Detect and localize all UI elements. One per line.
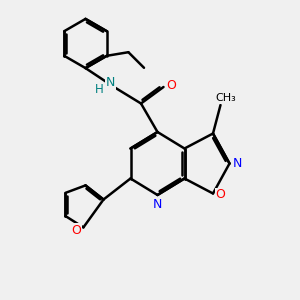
Text: CH₃: CH₃ [215, 93, 236, 103]
Text: O: O [216, 188, 225, 202]
Text: O: O [166, 79, 176, 92]
Text: N: N [153, 197, 162, 211]
Text: N: N [106, 76, 115, 89]
Text: O: O [71, 224, 81, 237]
Text: N: N [232, 157, 242, 170]
Text: H: H [94, 83, 103, 96]
